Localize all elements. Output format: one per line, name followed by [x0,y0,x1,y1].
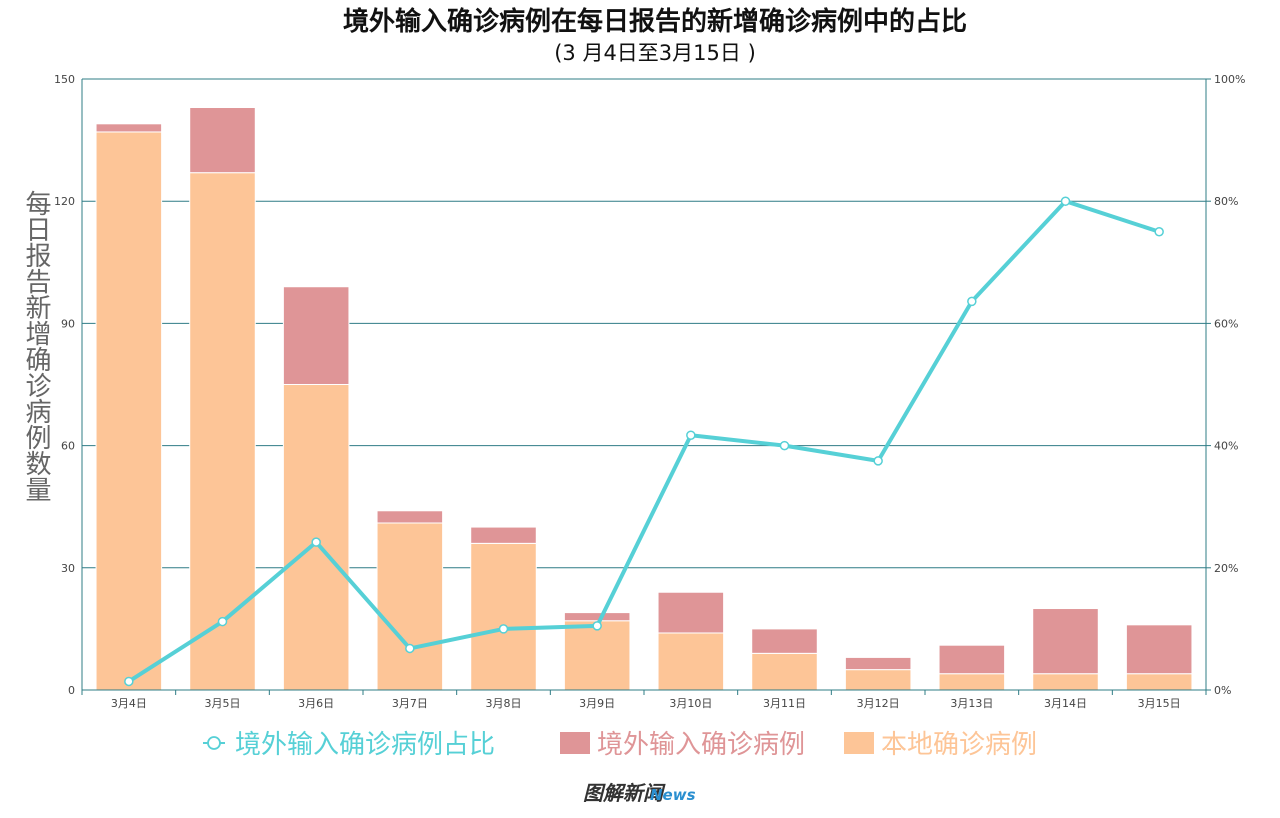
y2-tick-label: 100% [1214,73,1245,86]
y-tick-label: 60 [61,440,75,453]
x-tick-label: 3月7日 [392,697,428,710]
ratio-point [686,430,696,440]
bar-group [95,107,1193,691]
ratio-point [592,621,602,631]
bar-imported [470,526,537,544]
logo-text: 图解新闻 [583,781,666,805]
legend-bar-swatch [560,732,590,754]
bar-imported [282,286,350,385]
bar-imported [844,656,912,671]
bar-imported [1032,608,1099,675]
bar-local [282,384,350,691]
x-tick-label: 3月12日 [857,697,900,710]
bar-local [844,669,912,691]
bar-imported [189,107,256,174]
x-tick-label: 3月5日 [205,697,241,710]
ratio-point [405,643,415,654]
logo-sub: News [650,786,696,804]
bar-imported [376,510,444,524]
bar-imported [751,628,818,654]
x-tick-label: 3月10日 [669,697,712,710]
legend-label: 本地确诊病例 [881,730,1037,760]
legend-label: 境外输入确诊病例 [597,730,805,760]
legend-label: 境外输入确诊病例占比 [235,730,495,760]
bar-imported [657,591,725,634]
ratio-point [1060,196,1071,206]
bar-local [95,131,163,691]
bar-local [1125,673,1193,691]
chart-subtitle: (3 月4日至3月15日 ) [554,41,756,65]
ratio-point [498,624,509,634]
bar-imported [563,612,631,622]
legend-bar-swatch [844,732,874,754]
y-tick-label: 30 [61,562,75,575]
ratio-point [1154,227,1164,237]
axes: 0 30 60 90 120 150 0% 20% 40% 60% 80% 100% 3月4日 3月5日 3… [54,73,1245,710]
y2-tick-label: 60% [1214,317,1238,330]
ratio-point [217,616,228,627]
bar-local [189,172,256,691]
ratio-point [873,456,883,466]
y2-tick-label: 0% [1214,684,1231,697]
bar-local [1032,673,1099,691]
legend: 境外输入确诊病例占比 境外输入确诊病例 本地确诊病例 [203,730,1037,760]
y-tick-label: 150 [54,73,75,86]
y2-tick-label: 40% [1214,440,1238,453]
y2-tick-label: 80% [1214,195,1238,208]
x-tick-label: 3月9日 [579,697,615,710]
y-tick-label: 0 [68,684,75,697]
x-tick-label: 3月14日 [1044,697,1087,710]
x-tick-label: 3月11日 [763,697,806,710]
ratio-line [127,199,1160,684]
ratio-point [311,537,321,547]
bar-imported [938,644,1006,675]
ratio-point [124,676,134,687]
x-tick-label: 3月4日 [111,697,147,710]
y-axis-label: 每日报告新增确诊病例数量 [21,190,51,502]
x-tick-label: 3月15日 [1138,697,1181,710]
chart-title: 境外输入确诊病例在每日报告的新增确诊病例中的占比 [343,6,967,37]
x-tick-label: 3月8日 [486,697,522,710]
ratio-point [779,440,790,451]
y2-tick-label: 20% [1214,562,1238,575]
x-tick-label: 3月6日 [298,697,334,710]
logo: 图解新闻 News [583,781,696,805]
bar-local [938,673,1006,691]
bar-local [563,620,631,691]
ratio-line-group [124,196,1164,687]
y-tick-label: 120 [54,195,75,208]
y-tick-label: 90 [61,317,75,330]
bar-local [657,632,725,691]
legend-point-swatch [207,736,221,750]
ratio-point [967,296,977,307]
bar-local [376,522,444,691]
bar-local [470,542,537,691]
bar-local [751,652,818,691]
bar-imported [1125,624,1193,675]
x-tick-label: 3月13日 [950,697,993,710]
bar-imported [95,123,163,133]
